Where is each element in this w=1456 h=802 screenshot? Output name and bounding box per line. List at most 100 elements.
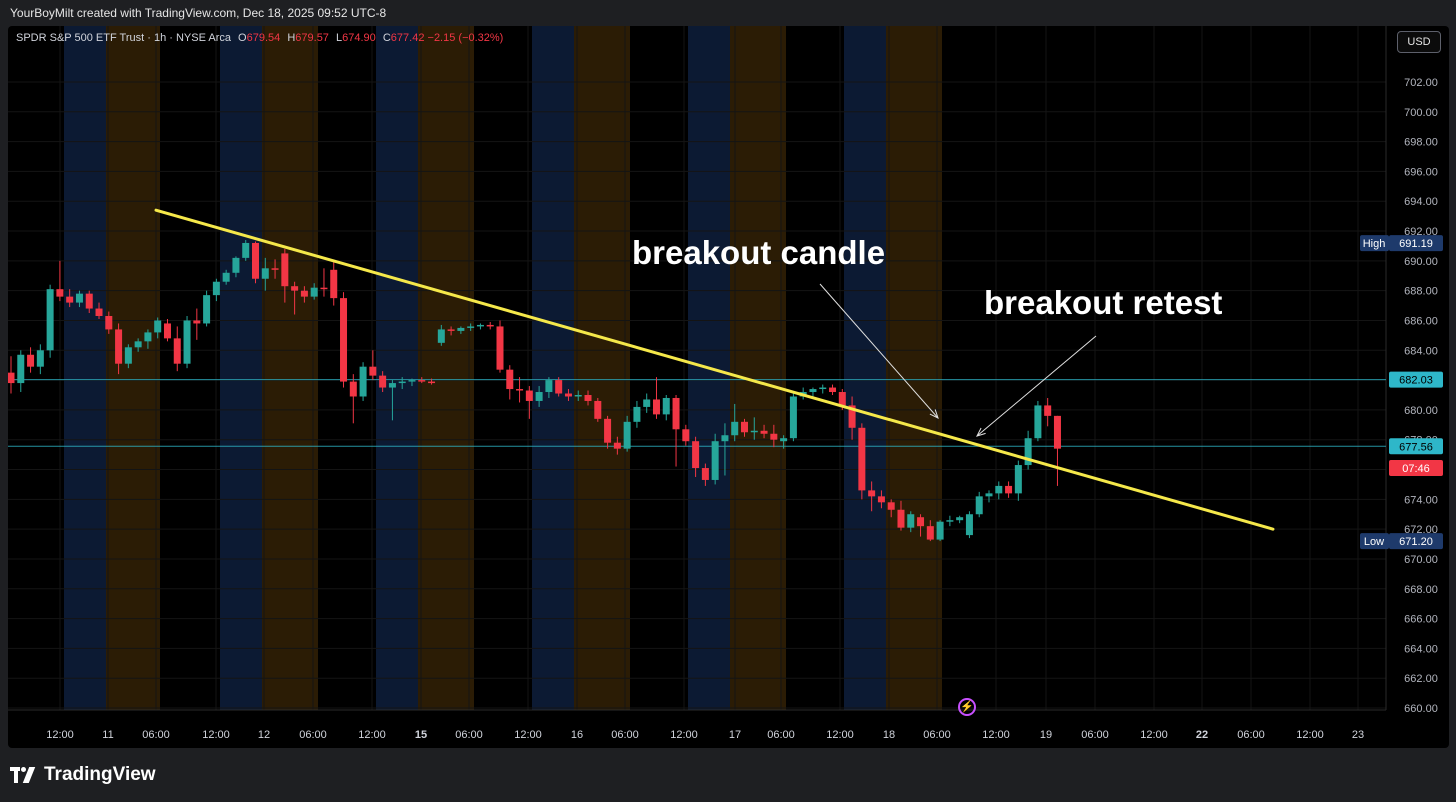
- candle-body: [956, 517, 964, 521]
- legend-close-label: C: [382, 32, 391, 44]
- candle-body: [476, 324, 484, 327]
- candle-body: [741, 421, 748, 433]
- candle-body: [154, 320, 162, 333]
- candle-body: [8, 372, 15, 384]
- candle-body: [584, 395, 592, 401]
- candle-body: [486, 324, 494, 327]
- candle-body: [613, 442, 621, 449]
- x-tick-label: 06:00: [1237, 729, 1265, 741]
- footer-bar: TradingView: [0, 748, 1456, 802]
- legend-low-label: L: [336, 32, 343, 44]
- currency-button[interactable]: USD: [1397, 31, 1441, 53]
- candle-body: [917, 517, 925, 527]
- candle-body: [574, 395, 582, 397]
- candle-body: [887, 502, 895, 510]
- x-tick-label: 06:00: [1081, 729, 1109, 741]
- price-tag-value: 671.20: [1399, 536, 1433, 548]
- candle-body: [633, 406, 641, 422]
- candle-body: [652, 399, 660, 415]
- candle-body: [115, 329, 123, 364]
- candle-body: [721, 435, 729, 442]
- breakout-retest-arrow-head: [976, 427, 986, 437]
- candle-body: [212, 281, 220, 296]
- candle-body: [731, 421, 739, 436]
- candle-body: [66, 296, 74, 303]
- candle-body: [692, 441, 700, 469]
- candle-body: [506, 369, 514, 390]
- session-band: [532, 26, 574, 710]
- legend-open-label: O: [238, 32, 247, 44]
- candle-body: [467, 326, 475, 328]
- y-tick-label: 670.00: [1404, 554, 1438, 566]
- session-band: [106, 26, 160, 710]
- candle-body: [27, 354, 35, 367]
- candle-body: [594, 400, 602, 419]
- candle-body: [359, 366, 367, 397]
- candle-body: [124, 347, 132, 364]
- y-tick-label: 696.00: [1404, 166, 1438, 178]
- x-tick-label: 06:00: [611, 729, 639, 741]
- x-tick-label: 12:00: [46, 729, 74, 741]
- x-tick-label: 18: [883, 729, 895, 741]
- legend-low-value: 674.90: [342, 32, 376, 44]
- session-band: [64, 26, 106, 710]
- candle-body: [457, 327, 465, 331]
- candle-body: [564, 393, 572, 397]
- candle-body: [46, 289, 54, 351]
- y-tick-label: 700.00: [1404, 107, 1438, 119]
- candle-body: [623, 421, 631, 449]
- candle-body: [418, 380, 426, 382]
- x-tick-label: 12:00: [514, 729, 542, 741]
- candle-body: [701, 468, 709, 480]
- candle-body: [134, 341, 142, 348]
- candlestick-chart[interactable]: 660.00662.00664.00666.00668.00670.00672.…: [8, 26, 1449, 748]
- price-tag: [1389, 460, 1443, 477]
- candle-body: [300, 290, 308, 297]
- breakout-candle-annotation: breakout candle: [632, 234, 886, 271]
- x-tick-label: 06:00: [142, 729, 170, 741]
- candle-body: [398, 381, 406, 384]
- candle-body: [643, 399, 651, 407]
- lightning-icon[interactable]: ⚡: [958, 698, 976, 716]
- candle-body: [975, 496, 983, 515]
- price-tag-value: 07:46: [1402, 463, 1430, 475]
- candle-body: [525, 390, 533, 401]
- legend-open-value: 679.54: [246, 32, 281, 44]
- candle-body: [545, 380, 553, 393]
- price-tag-value: 682.03: [1399, 375, 1433, 387]
- candle-body: [496, 326, 504, 370]
- x-tick-label: 12:00: [1140, 729, 1168, 741]
- x-tick-label: 06:00: [767, 729, 795, 741]
- candle-body: [946, 520, 954, 522]
- x-tick-label: 06:00: [455, 729, 483, 741]
- candle-body: [535, 392, 543, 401]
- candle-body: [85, 293, 93, 309]
- y-tick-label: 702.00: [1404, 77, 1438, 89]
- session-band: [262, 26, 318, 710]
- candle-body: [858, 427, 866, 491]
- candle-body: [907, 514, 915, 528]
- chart-credit: YourBoyMilt created with TradingView.com…: [10, 6, 387, 20]
- session-band: [418, 26, 474, 710]
- y-tick-label: 684.00: [1404, 345, 1438, 357]
- y-tick-label: 688.00: [1404, 286, 1438, 298]
- candle-body: [780, 438, 788, 442]
- x-tick-label: 12:00: [358, 729, 386, 741]
- x-tick-label: 16: [571, 729, 583, 741]
- candle-body: [897, 509, 905, 528]
- symbol-legend: SPDR S&P 500 ETF Trust · 1h · NYSE Arca …: [16, 32, 503, 44]
- candle-body: [183, 320, 191, 364]
- x-tick-label: 12:00: [670, 729, 698, 741]
- price-tag: [1389, 438, 1443, 455]
- y-tick-label: 692.00: [1404, 226, 1438, 238]
- x-tick-label: 19: [1040, 729, 1052, 741]
- candle-body: [310, 287, 318, 297]
- price-tag-label: High: [1363, 238, 1386, 250]
- chart-panel[interactable]: 660.00 662.00 664.00 666.00 668.00 670.00 672.…: [8, 26, 1449, 748]
- candle-body: [232, 257, 240, 273]
- candle-body: [330, 269, 338, 299]
- candle-body: [1014, 465, 1022, 494]
- candle-body: [369, 366, 377, 376]
- candle-body: [848, 405, 856, 428]
- candle-body: [242, 242, 250, 258]
